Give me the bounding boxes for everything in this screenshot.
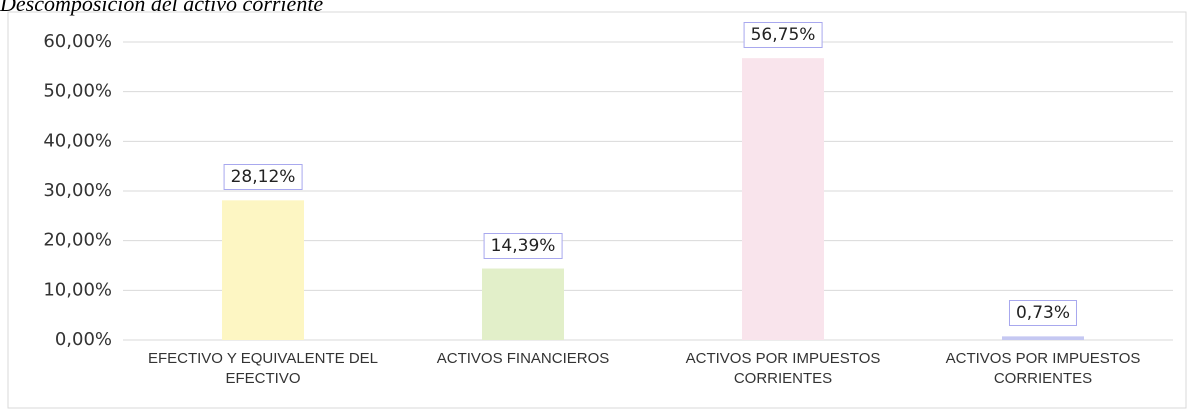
y-tick-label: 0,00%	[55, 329, 112, 350]
data-label: 56,75%	[743, 22, 823, 49]
x-tick-label: ACTIVOS POR IMPUESTOS CORRIENTES	[685, 350, 881, 387]
chart-frame	[7, 11, 1187, 409]
data-label: 14,39%	[483, 232, 563, 259]
chart-title: Descomposición del activo corriente	[0, 0, 323, 16]
y-tick-label: 30,00%	[43, 180, 112, 201]
x-tick-label: ACTIVOS POR IMPUESTOS CORRIENTES	[945, 350, 1141, 387]
x-tick-label: EFECTIVO Y EQUIVALENTE DEL EFECTIVO	[147, 350, 379, 387]
bar	[742, 58, 824, 341]
y-tick-label: 40,00%	[43, 130, 112, 151]
bar	[482, 268, 564, 340]
y-tick-label: 20,00%	[43, 230, 112, 251]
data-label: 0,73%	[1008, 300, 1078, 327]
bar	[222, 200, 304, 340]
x-tick-label: ACTIVOS FINANCIEROS	[436, 350, 610, 367]
y-tick-label: 10,00%	[43, 279, 112, 300]
data-label: 28,12%	[223, 164, 303, 191]
y-tick-label: 50,00%	[43, 81, 112, 102]
y-tick-label: 60,00%	[43, 31, 112, 52]
bar	[1002, 336, 1084, 340]
